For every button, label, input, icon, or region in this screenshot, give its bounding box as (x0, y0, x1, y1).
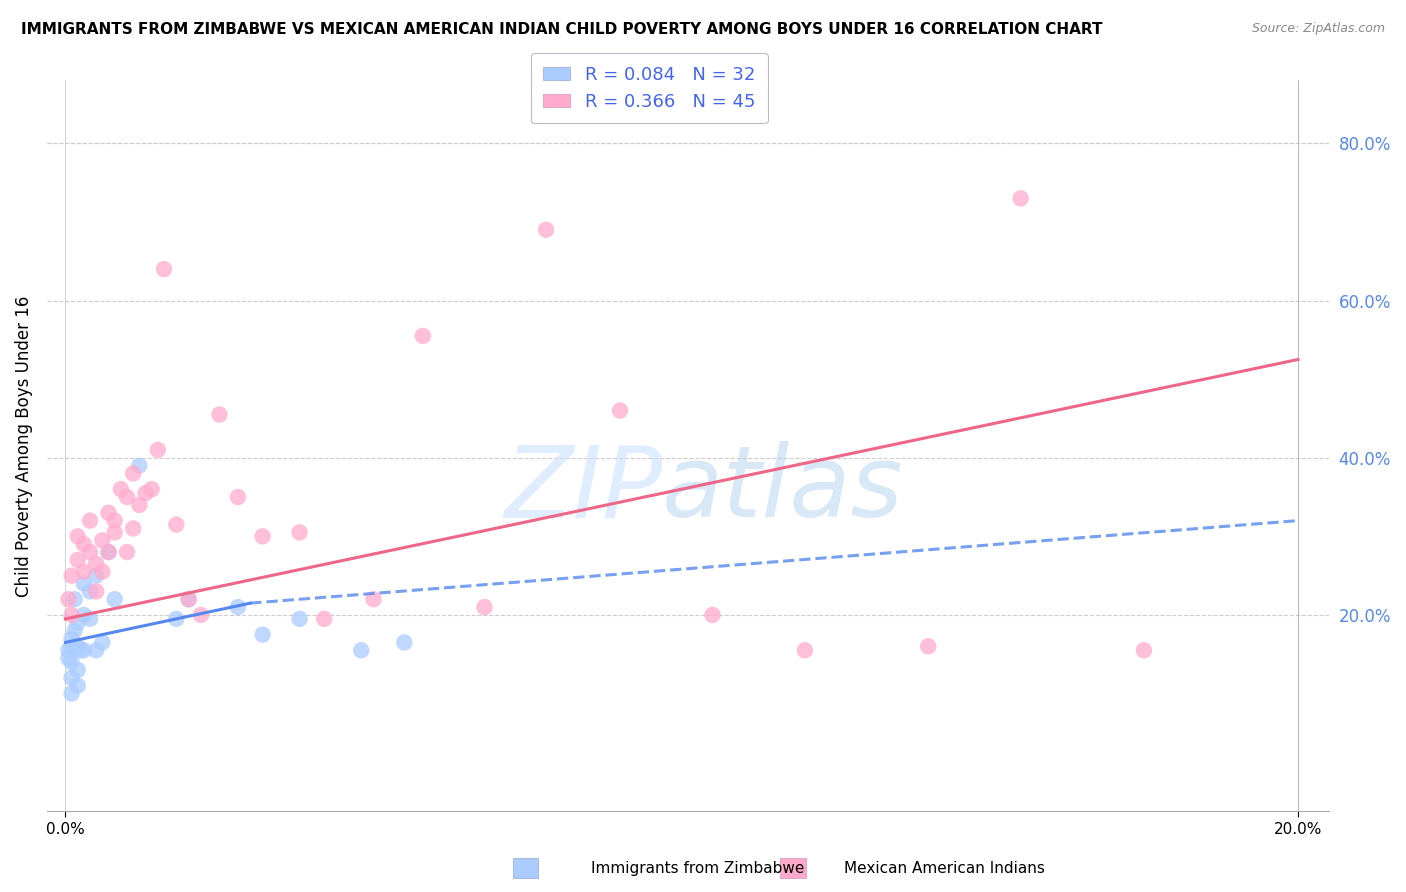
Point (534, 223, 557, 237)
Point (63, 592, 86, 607)
Point (73, 576, 96, 591)
Point (314, 612, 336, 626)
Point (412, 329, 434, 343)
Point (84, 584, 107, 599)
Point (165, 612, 187, 626)
Point (73, 607, 96, 622)
Point (146, 442, 169, 457)
Point (917, 640, 939, 654)
Point (79, 584, 101, 599)
Point (104, 592, 127, 607)
Point (190, 607, 212, 622)
Point (115, 490, 138, 504)
Point (1010, 191, 1032, 205)
Point (128, 498, 150, 512)
Point (793, 643, 815, 657)
Text: ZIP: ZIP (503, 442, 662, 538)
Text: Source: ZipAtlas.com: Source: ZipAtlas.com (1251, 22, 1385, 36)
Point (58, 592, 80, 607)
Point (177, 592, 200, 607)
Point (60, 655, 83, 669)
Point (91, 565, 114, 579)
Point (66, 529, 89, 543)
Point (60, 671, 83, 685)
Point (60, 640, 83, 654)
Point (58, 651, 80, 665)
Text: Immigrants from Zimbabwe: Immigrants from Zimbabwe (591, 861, 804, 876)
Point (73, 643, 96, 657)
Point (60, 568, 83, 582)
Text: IMMIGRANTS FROM ZIMBABWE VS MEXICAN AMERICAN INDIAN CHILD POVERTY AMONG BOYS UND: IMMIGRANTS FROM ZIMBABWE VS MEXICAN AMER… (21, 22, 1102, 37)
Point (609, 403, 631, 417)
Point (1133, 643, 1156, 657)
Point (79, 514, 101, 528)
Text: Mexican American Indians: Mexican American Indians (844, 861, 1045, 876)
Point (79, 545, 101, 559)
Point (208, 408, 231, 422)
Point (66, 553, 89, 567)
Point (141, 482, 163, 496)
Point (252, 529, 274, 543)
Point (134, 486, 156, 500)
Point (122, 467, 145, 481)
Point (73, 565, 96, 579)
Point (288, 612, 311, 626)
Point (97, 545, 120, 559)
Point (394, 635, 416, 649)
Point (84, 643, 107, 657)
Point (226, 600, 249, 615)
Point (104, 514, 127, 528)
Point (252, 627, 274, 641)
Point (104, 525, 127, 540)
Point (177, 592, 200, 607)
Point (66, 679, 89, 693)
Point (97, 506, 120, 520)
Point (63, 624, 86, 638)
Point (226, 490, 249, 504)
Point (60, 607, 83, 622)
Point (60, 687, 83, 701)
Point (122, 521, 145, 535)
Text: atlas: atlas (662, 442, 904, 538)
Point (66, 663, 89, 677)
Point (66, 615, 89, 630)
Point (58, 643, 80, 657)
Point (79, 612, 101, 626)
Point (91, 533, 114, 548)
Point (128, 458, 150, 473)
Point (350, 643, 373, 657)
Point (363, 592, 385, 607)
Point (84, 557, 107, 571)
Point (66, 640, 89, 654)
Point (91, 635, 114, 649)
Point (115, 545, 138, 559)
Point (110, 482, 132, 496)
Point (153, 262, 176, 277)
Point (84, 568, 107, 582)
Point (165, 517, 187, 532)
Point (73, 537, 96, 551)
Point (69, 643, 91, 657)
Point (288, 525, 311, 540)
Point (97, 545, 120, 559)
Point (702, 607, 724, 622)
Point (60, 632, 83, 646)
Point (474, 600, 496, 615)
Legend: R = 0.084   N = 32, R = 0.366   N = 45: R = 0.084 N = 32, R = 0.366 N = 45 (530, 53, 768, 123)
Y-axis label: Child Poverty Among Boys Under 16: Child Poverty Among Boys Under 16 (15, 295, 32, 597)
